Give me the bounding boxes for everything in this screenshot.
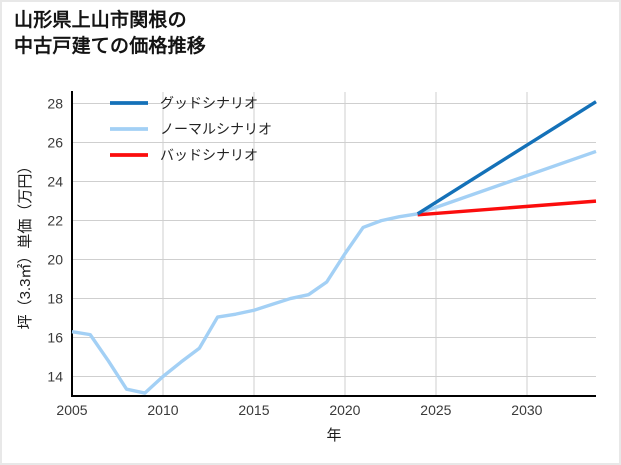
y-tick-label: 18 bbox=[47, 291, 63, 307]
series-line-normal bbox=[71, 149, 597, 395]
y-tick-label: 24 bbox=[47, 174, 63, 190]
series-line-bad bbox=[417, 199, 597, 217]
y-tick-label: 14 bbox=[47, 369, 63, 385]
axis-spines bbox=[70, 91, 596, 398]
x-tick-label: 2010 bbox=[147, 402, 178, 418]
x-tick-label: 2005 bbox=[56, 402, 87, 418]
x-tick-label: 2015 bbox=[238, 402, 269, 418]
y-tick-label: 22 bbox=[47, 213, 63, 229]
y-axis-title: 坪（3.3㎡）単価（万円） bbox=[17, 159, 34, 330]
x-tick-label: 2025 bbox=[420, 402, 451, 418]
x-axis-title: 年 bbox=[326, 427, 341, 444]
chart-title: 山形県上山市関根の 中古戸建ての価格推移 bbox=[14, 10, 207, 57]
data-series-group bbox=[71, 100, 597, 395]
x-axis-tick-labels: 2005 2010 2015 2020 2025 2030 bbox=[56, 402, 542, 418]
y-tick-label: 28 bbox=[47, 96, 63, 112]
grid-lines bbox=[71, 92, 596, 396]
series-line-good bbox=[416, 100, 597, 216]
legend-label: バッドシナリオ bbox=[160, 147, 258, 163]
y-tick-label: 16 bbox=[47, 330, 63, 346]
x-tick-label: 2020 bbox=[329, 402, 360, 418]
x-tick-label: 2030 bbox=[511, 402, 542, 418]
y-tick-label: 20 bbox=[47, 252, 63, 268]
y-tick-label: 26 bbox=[47, 135, 63, 151]
y-axis-tick-labels: 14 16 18 20 22 24 26 28 bbox=[47, 96, 63, 385]
legend-label: グッドシナリオ bbox=[160, 95, 258, 111]
legend-label: ノーマルシナリオ bbox=[160, 121, 272, 137]
